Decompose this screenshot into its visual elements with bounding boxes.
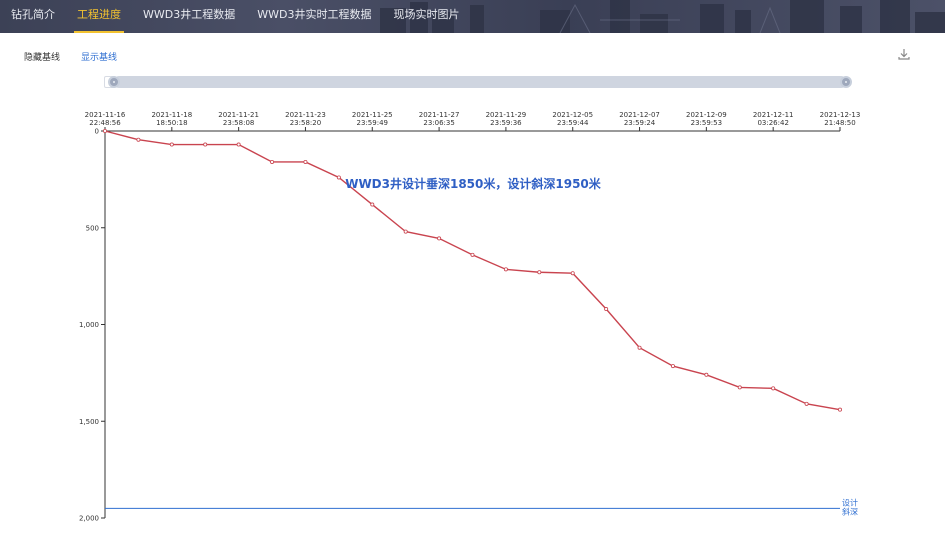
design-depth-annotation: WWD3井设计垂深1850米，设计斜深1950米 xyxy=(345,176,602,191)
depth-data-point xyxy=(503,267,508,272)
depth-data-point xyxy=(303,159,308,164)
zoom-slider-end-handle[interactable] xyxy=(840,76,852,88)
show-baseline-button[interactable]: 显示基线 xyxy=(81,53,118,63)
depth-data-point xyxy=(403,229,408,234)
x-tick-label-date: 2021-11-25 xyxy=(352,111,393,119)
x-tick-label-time: 21:48:50 xyxy=(824,119,855,127)
x-tick-label-date: 2021-11-29 xyxy=(486,111,527,119)
tab-4[interactable]: 现场实时图片 xyxy=(393,8,460,21)
x-tick-label-time: 23:06:35 xyxy=(423,119,454,127)
y-tick-label: 2,000 xyxy=(79,515,99,523)
depth-data-point xyxy=(203,142,208,147)
depth-data-point xyxy=(136,137,141,142)
x-tick-label-date: 2021-12-07 xyxy=(619,111,660,119)
depth-data-point xyxy=(804,401,809,406)
depth-data-point xyxy=(470,252,475,257)
x-tick-label-time: 23:59:53 xyxy=(691,119,722,127)
top-navigation-bar: 钻孔简介 工程进度 WWD3井工程数据 WWD3井实时工程数据 现场实时图片 xyxy=(0,0,945,33)
y-tick-label: 1,500 xyxy=(79,418,99,426)
depth-data-point xyxy=(670,364,675,369)
zoom-slider-start-handle[interactable] xyxy=(108,76,120,88)
x-tick-label-time: 23:59:24 xyxy=(624,119,656,127)
depth-data-point xyxy=(270,159,275,164)
x-tick-label-time: 22:48:56 xyxy=(89,119,121,127)
depth-data-point xyxy=(236,142,241,147)
x-tick-label-date: 2021-12-05 xyxy=(552,111,593,119)
x-tick-label-date: 2021-12-11 xyxy=(753,111,794,119)
tab-2[interactable]: WWD3井工程数据 xyxy=(143,8,236,21)
depth-data-point xyxy=(737,385,742,390)
hide-baseline-button[interactable]: 隐藏基线 xyxy=(24,53,61,63)
depth-data-point xyxy=(604,307,609,312)
tab-3[interactable]: WWD3井实时工程数据 xyxy=(257,8,372,21)
zoom-slider-track[interactable] xyxy=(113,76,847,88)
depth-data-point xyxy=(704,372,709,377)
depth-data-point xyxy=(437,236,442,241)
depth-data-point xyxy=(637,345,642,350)
x-tick-label-time: 23:59:49 xyxy=(357,119,388,127)
x-tick-label-time: 23:59:36 xyxy=(490,119,522,127)
depth-data-point xyxy=(169,142,174,147)
depth-data-point xyxy=(570,271,575,276)
x-tick-label-date: 2021-11-23 xyxy=(285,111,326,119)
depth-data-point xyxy=(103,128,108,133)
city-skyline-background xyxy=(380,0,945,33)
depth-data-point xyxy=(336,175,341,180)
x-tick-label-date: 2021-11-16 xyxy=(85,111,126,119)
y-tick-label: 500 xyxy=(86,224,99,232)
depth-data-point xyxy=(537,270,542,275)
baseline-label-line2: 斜深 xyxy=(842,506,858,516)
x-tick-label-date: 2021-11-21 xyxy=(218,111,259,119)
x-tick-label-time: 23:58:20 xyxy=(290,119,321,127)
x-tick-label-date: 2021-11-18 xyxy=(151,111,192,119)
download-icon[interactable] xyxy=(897,47,911,61)
y-tick-label: 1,000 xyxy=(79,321,99,329)
x-tick-label-date: 2021-12-13 xyxy=(820,111,861,119)
y-tick-label: 0 xyxy=(95,128,99,136)
x-tick-label-date: 2021-12-09 xyxy=(686,111,727,119)
x-tick-label-time: 03:26:42 xyxy=(757,119,788,127)
x-tick-label-time: 23:59:44 xyxy=(557,119,589,127)
x-tick-label-time: 18:50:18 xyxy=(156,119,187,127)
depth-data-point xyxy=(838,407,843,412)
tab-0[interactable]: 钻孔简介 xyxy=(11,8,55,21)
tab-1[interactable]: 工程进度 xyxy=(66,0,132,33)
main-tabs: 钻孔简介 工程进度 WWD3井工程数据 WWD3井实时工程数据 现场实时图片 xyxy=(0,0,470,33)
depth-data-point xyxy=(771,386,776,391)
depth-series-line xyxy=(104,130,841,411)
x-tick-label-time: 23:58:08 xyxy=(223,119,254,127)
x-tick-label-date: 2021-11-27 xyxy=(419,111,460,119)
baseline-label-line1: 设计 xyxy=(842,497,858,507)
depth-data-point xyxy=(370,202,375,207)
